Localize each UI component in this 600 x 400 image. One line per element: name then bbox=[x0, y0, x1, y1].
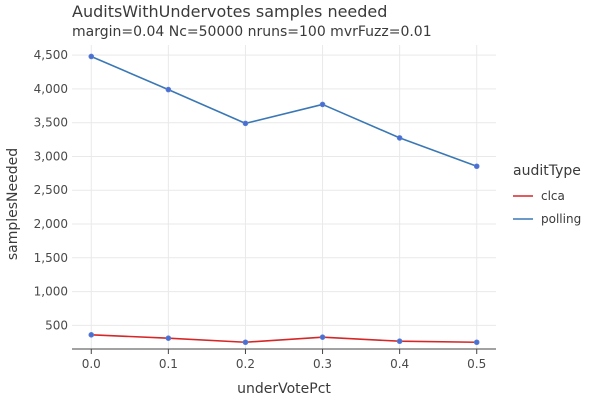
axis-layer: 500 1,000 1,500 2,000 2,500 3,000 3,500 4,000 4,… bbox=[34, 48, 496, 371]
grid-layer bbox=[72, 45, 496, 349]
y-tick-label: 4,500 bbox=[34, 48, 68, 62]
legend-label-clca: clca bbox=[541, 189, 565, 203]
data-point-polling bbox=[165, 86, 172, 93]
x-tick-label: 0.3 bbox=[313, 357, 332, 371]
data-point-polling bbox=[319, 101, 326, 108]
chart-title: AuditsWithUndervotes samples needed bbox=[72, 2, 387, 21]
x-axis-title: underVotePct bbox=[237, 381, 331, 397]
data-point-clca bbox=[88, 332, 95, 338]
series-line-polling bbox=[90, 55, 478, 168]
x-tick-label: 0.4 bbox=[390, 357, 409, 371]
y-tick-label: 4,000 bbox=[34, 82, 68, 96]
legend-title: auditType bbox=[513, 163, 581, 179]
x-tick-label: 0.0 bbox=[82, 357, 101, 371]
legend-label-polling: polling bbox=[541, 212, 581, 226]
data-point-clca bbox=[473, 339, 480, 346]
data-point-clca bbox=[396, 338, 403, 345]
chart-subtitle: margin=0.04 Nc=50000 nruns=100 mvrFuzz=0… bbox=[72, 24, 432, 40]
data-point-polling bbox=[242, 120, 249, 127]
y-axis-title: samplesNeeded bbox=[5, 148, 21, 260]
y-tick-label: 2,000 bbox=[34, 217, 68, 231]
marker-layer bbox=[88, 53, 480, 346]
data-point-clca bbox=[319, 334, 326, 340]
data-point-clca bbox=[242, 339, 249, 346]
y-tick-label: 1,500 bbox=[34, 251, 68, 265]
y-tick-label: 3,000 bbox=[34, 149, 68, 163]
data-point-polling bbox=[396, 135, 403, 141]
data-point-polling bbox=[88, 53, 95, 60]
series-line-clca bbox=[91, 334, 477, 344]
y-tick-label: 1,000 bbox=[34, 285, 68, 299]
series-layer bbox=[90, 55, 478, 344]
legend: auditType clca polling bbox=[513, 163, 581, 226]
x-tick-label: 0.2 bbox=[236, 357, 255, 371]
data-point-polling bbox=[473, 163, 480, 170]
y-tick-label: 3,500 bbox=[34, 116, 68, 130]
y-tick-label: 2,500 bbox=[34, 183, 68, 197]
data-point-clca bbox=[165, 335, 172, 341]
y-tick-label: 500 bbox=[45, 318, 68, 332]
x-tick-label: 0.1 bbox=[159, 357, 178, 371]
x-tick-label: 0.5 bbox=[467, 357, 486, 371]
